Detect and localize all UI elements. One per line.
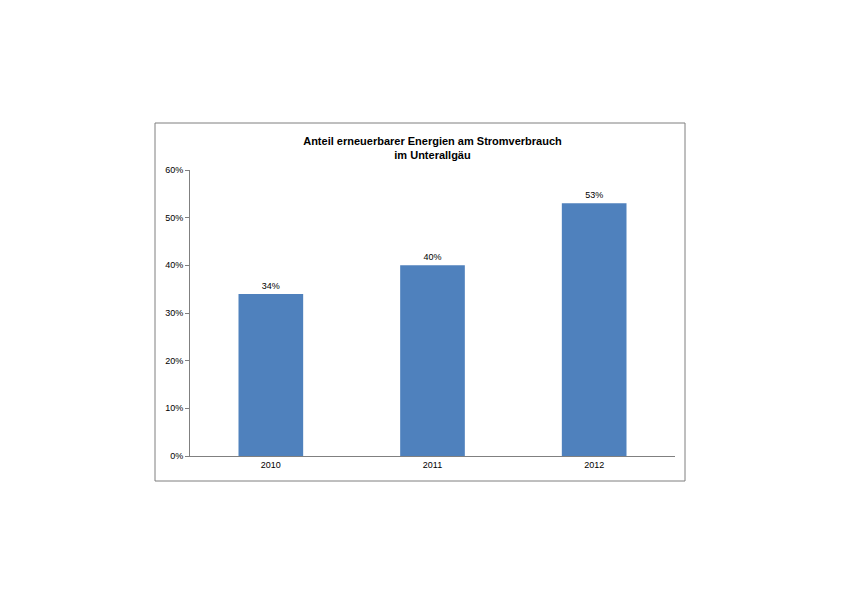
svg-text:40%: 40% — [423, 252, 441, 262]
svg-text:30%: 30% — [165, 308, 183, 318]
svg-text:50%: 50% — [165, 213, 183, 223]
svg-text:10%: 10% — [165, 403, 183, 413]
svg-text:2011: 2011 — [423, 460, 442, 470]
svg-text:Anteil erneuerbarer Energien a: Anteil erneuerbarer Energien am Stromver… — [303, 135, 562, 161]
svg-text:2012: 2012 — [584, 460, 604, 470]
svg-text:60%: 60% — [165, 165, 183, 175]
svg-text:20%: 20% — [165, 356, 183, 366]
svg-text:40%: 40% — [165, 260, 183, 270]
svg-text:34%: 34% — [262, 281, 280, 291]
svg-text:0%: 0% — [170, 451, 183, 461]
svg-text:53%: 53% — [585, 190, 603, 200]
svg-text:2010: 2010 — [261, 460, 281, 470]
